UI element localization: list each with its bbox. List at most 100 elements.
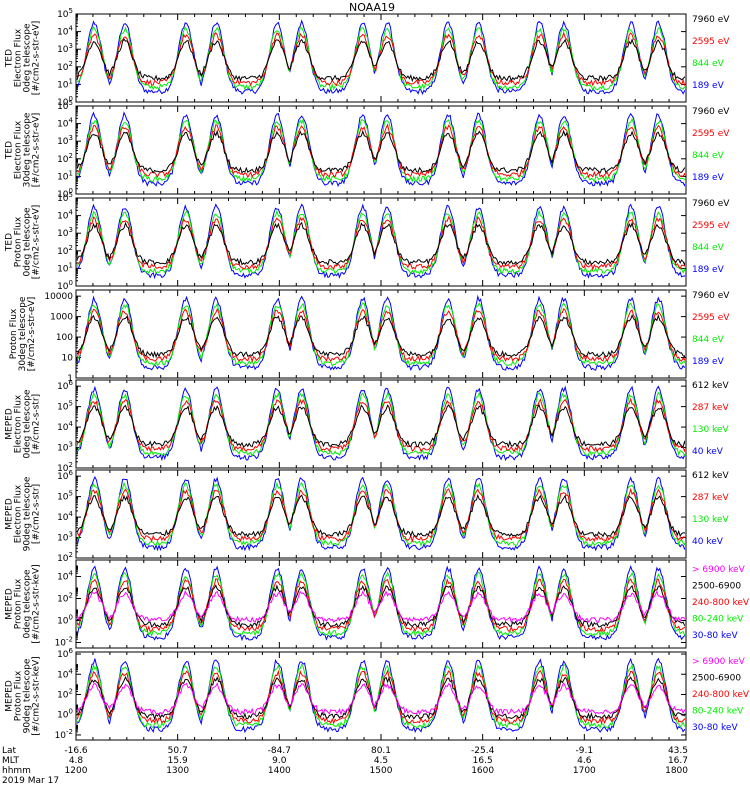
footer-value: 1800 [665, 766, 688, 776]
flux-trace [77, 31, 685, 87]
y-tick-label: 102 [57, 687, 73, 700]
legend-entry: 130 keV [692, 425, 729, 435]
legend-entry: 130 keV [692, 515, 729, 525]
flux-trace [77, 669, 685, 725]
panel-2: 100 101 102 103 104 105 TEDElectron Flux30deg … [5, 99, 731, 200]
flux-trace [77, 682, 685, 716]
panel-frame [75, 197, 687, 287]
flux-trace [77, 385, 685, 462]
legend-entry: 287 keV [692, 493, 729, 503]
footer-value: 1400 [268, 766, 291, 776]
legend-entry: > 6900 keV [692, 565, 746, 575]
panel-5: 102 103 104 105 106 MEPEDElectron Flux0deg te… [5, 379, 730, 474]
y-tick-label: 104 [57, 117, 73, 130]
flux-trace [77, 25, 685, 92]
flux-trace [77, 493, 685, 538]
panel-4: 1 10 100 1000 10000 Proton Flux30deg telescop… [9, 289, 730, 384]
legend-entry: 80-240 keV [692, 615, 744, 625]
footer-value: 16.7 [668, 756, 688, 766]
legend-entry: 2595 eV [692, 221, 730, 231]
y-tick-label: 104 [57, 209, 73, 222]
legend-entry: 80-240 keV [692, 707, 744, 717]
legend-entry: 40 keV [692, 537, 724, 547]
footer-value: 80.1 [371, 746, 391, 756]
data-traces [77, 19, 685, 96]
y-axis-label: MEPEDProton Flux90deg telescope[#/cm2-s-… [5, 656, 42, 735]
footer-value: 9.0 [272, 756, 287, 766]
legend-entry: > 6900 keV [692, 657, 746, 667]
flux-trace [77, 663, 685, 729]
y-tick-label: 10-2 [55, 636, 73, 649]
y-tick-label: 104 [57, 510, 73, 523]
flux-trace [77, 203, 685, 280]
footer-row-label: Lat [2, 746, 17, 756]
y-tick-label: 100 [57, 95, 73, 108]
y-tick-label: 103 [57, 134, 73, 147]
y-axis-label: TEDElectron Flux0deg telescope[#/cm2-s-s… [5, 21, 42, 96]
legend-entry: 189 eV [692, 81, 725, 91]
y-axis-label: TEDElectron Flux30deg telescope[#/cm2-s-… [5, 112, 42, 187]
y-tick-label: 102 [57, 551, 73, 564]
legend-entry: 2595 eV [692, 37, 730, 47]
y-tick-label: 102 [57, 461, 73, 474]
flux-trace [77, 129, 685, 174]
flux-trace [77, 578, 685, 633]
data-traces [77, 657, 685, 734]
panel-6: 102 103 104 105 106 MEPEDElectron Flux90deg t… [5, 469, 730, 564]
footer-value: 43.5 [668, 746, 688, 756]
legend-entry: 2595 eV [692, 313, 730, 323]
flux-trace [77, 38, 685, 83]
legend-entry: 30-80 keV [692, 723, 738, 733]
panel-3: 100 101 102 103 104 105 TEDProton Flux0deg tel… [5, 191, 731, 292]
y-tick-label: 102 [57, 244, 73, 257]
legend-entry: 844 eV [692, 335, 725, 345]
legend-entry: 189 eV [692, 173, 725, 183]
y-axis-label: MEPEDElectron Flux0deg telescope[#/cm2-s… [5, 389, 42, 459]
y-tick-label: 104 [57, 25, 73, 38]
legend-entry: 2595 eV [692, 129, 730, 139]
legend-entry: 189 eV [692, 357, 725, 367]
y-tick-label: 100 [57, 614, 73, 627]
data-traces [77, 564, 685, 642]
y-tick-label: 103 [57, 531, 73, 544]
footer-value: 50.7 [168, 746, 188, 756]
legend-entry: 240-800 keV [692, 598, 750, 608]
y-tick-label: 100 [57, 708, 73, 721]
y-tick-label: 101 [57, 77, 73, 90]
flux-trace [77, 123, 685, 179]
y-tick-label: 100 [56, 333, 73, 343]
legend-entry: 7960 eV [692, 199, 730, 209]
data-traces [77, 203, 685, 280]
y-tick-label: 101 [57, 261, 73, 274]
y-tick-label: 105 [57, 191, 73, 204]
y-tick-label: 1 [67, 374, 73, 384]
flux-trace [77, 307, 685, 363]
data-traces [77, 111, 685, 188]
y-tick-label: 10-2 [55, 728, 73, 741]
footer-row-label: hhmm [2, 766, 31, 776]
y-tick-label: 105 [57, 490, 73, 503]
y-axis-label: MEPEDElectron Flux90deg telescope[#/cm2-… [5, 476, 42, 551]
flux-trace [77, 294, 685, 372]
y-tick-label: 106 [57, 379, 73, 392]
legend-entry: 30-80 keV [692, 631, 738, 641]
y-tick-label: 102 [57, 592, 73, 605]
footer-row-label: MLT [2, 756, 20, 766]
legend-entry: 7960 eV [692, 15, 730, 25]
y-tick-label: 10 [62, 354, 74, 364]
legend-entry: 844 eV [692, 59, 725, 69]
flux-trace [77, 481, 685, 547]
y-tick-label: 105 [57, 7, 73, 20]
y-tick-label: 106 [57, 647, 73, 660]
legend-entry: 40 keV [692, 447, 724, 457]
y-tick-label: 100 [57, 279, 73, 292]
y-tick-label: 103 [57, 226, 73, 239]
flux-trace [77, 571, 685, 638]
y-tick-label: 10000 [44, 292, 73, 302]
data-traces [77, 385, 685, 462]
footer-value: 4.6 [577, 756, 592, 766]
legend-entry: 7960 eV [692, 291, 730, 301]
